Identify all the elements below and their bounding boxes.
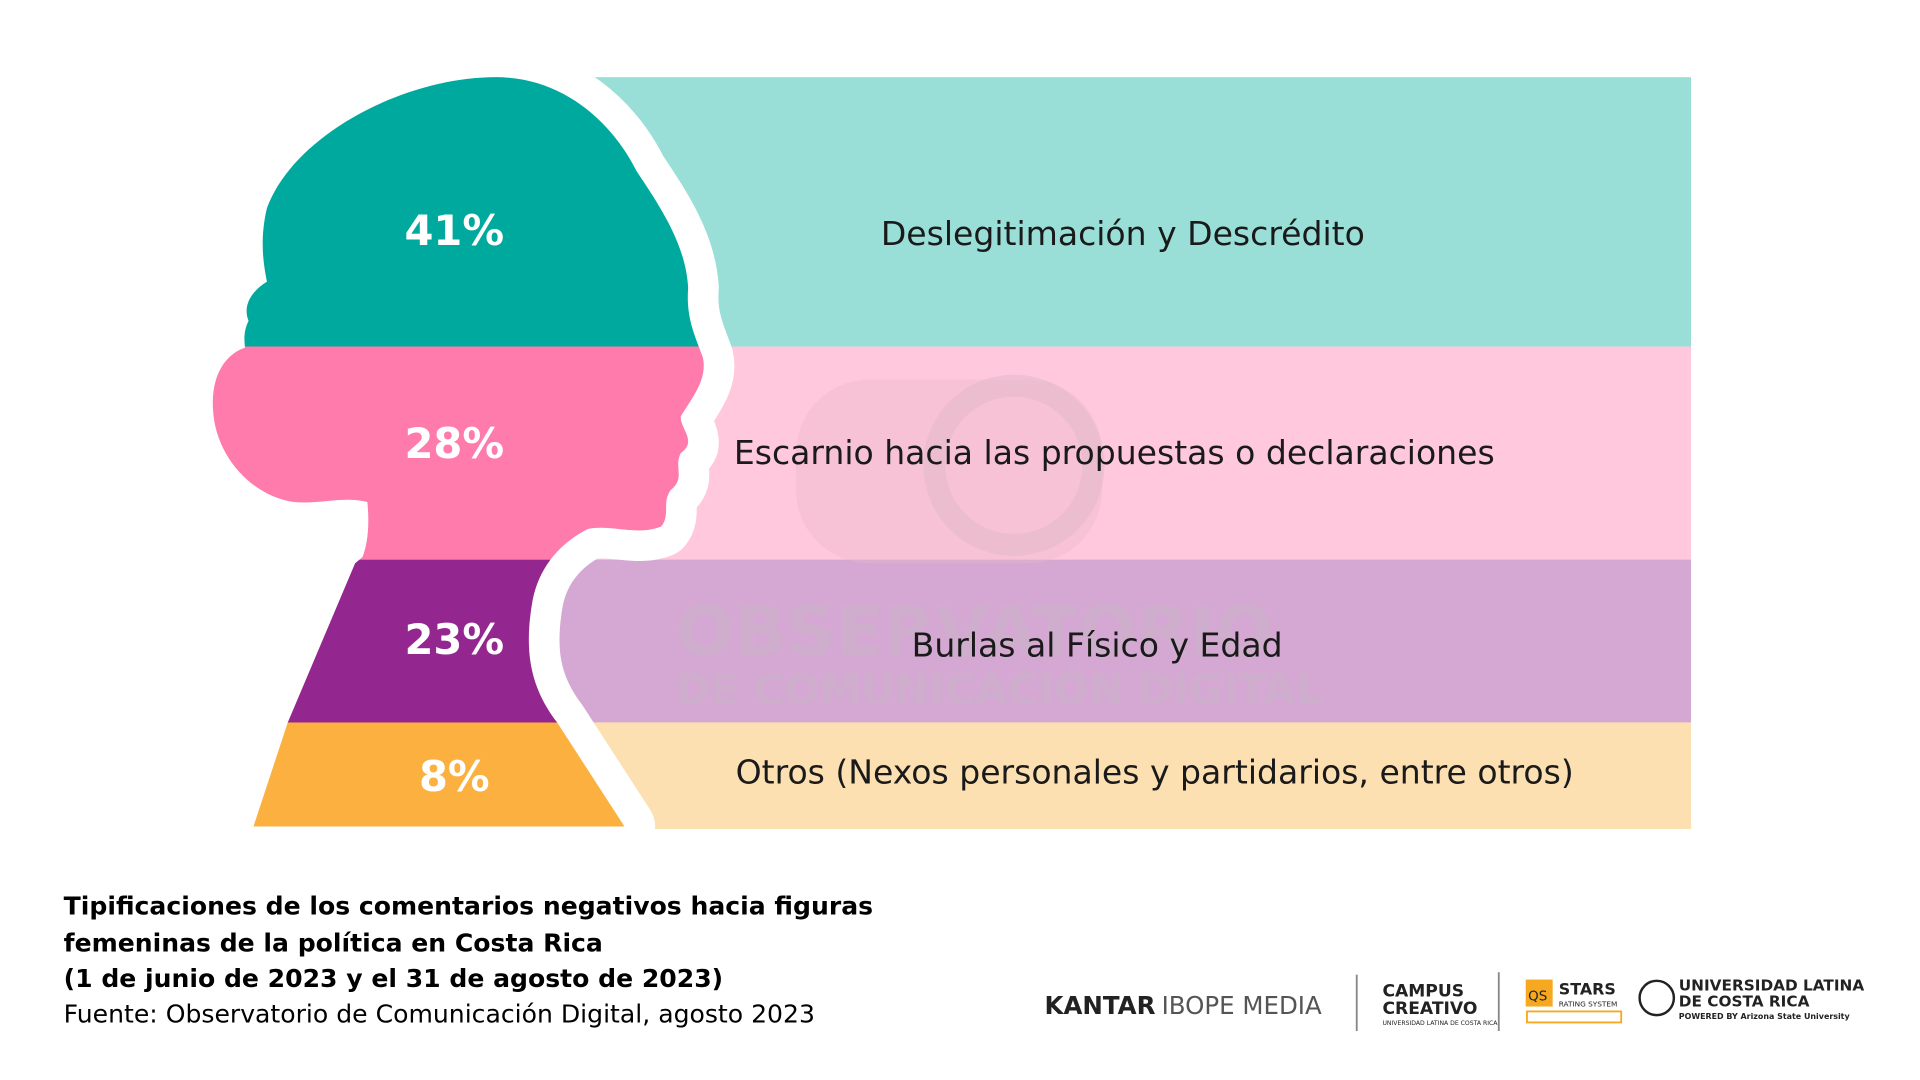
kantar-logo-bold: KANTAR bbox=[1044, 991, 1155, 1020]
qs-logo-icon bbox=[1525, 979, 1553, 1007]
watermark: OBSERVATORIO DE COMUNICACIÓN DIGITAL bbox=[676, 374, 1322, 714]
stars-logo-text: STARS bbox=[1559, 979, 1616, 998]
campus-logo-sub: UNIVERSIDAD LATINA DE COSTA RICA bbox=[1382, 1020, 1498, 1027]
watermark-line2: DE COMUNICACIÓN DIGITAL bbox=[676, 665, 1322, 714]
caption: Tipificaciones de los comentarios negati… bbox=[64, 892, 873, 1029]
ulatina-logo-1: UNIVERSIDAD LATINA bbox=[1679, 977, 1865, 995]
ulatina-logo-sub: POWERED BY Arizona State University bbox=[1679, 1012, 1851, 1021]
kantar-logo-light: IBOPE MEDIA bbox=[1162, 991, 1322, 1020]
caption-title-3: (1 de junio de 2023 y el 31 de agosto de… bbox=[64, 964, 723, 993]
caption-source: Fuente: Observatorio de Comunicación Dig… bbox=[64, 999, 815, 1028]
band-2 bbox=[514, 559, 1692, 723]
value-label: 8% bbox=[419, 752, 490, 801]
category-label: Otros (Nexos personales y partidarios, e… bbox=[736, 753, 1574, 792]
stars-logo-sub: RATING SYSTEM bbox=[1559, 1000, 1618, 1009]
category-label: Burlas al Físico y Edad bbox=[912, 625, 1283, 664]
ulatina-logo-2: DE COSTA RICA bbox=[1679, 993, 1810, 1011]
globe-icon bbox=[1638, 979, 1676, 1017]
value-label: 28% bbox=[404, 419, 504, 468]
campus-logo-1: CAMPUS bbox=[1382, 982, 1464, 1002]
category-label: Escarnio hacia las propuestas o declarac… bbox=[734, 433, 1495, 472]
band-3 bbox=[514, 722, 1692, 829]
value-label: 41% bbox=[404, 206, 504, 255]
value-label: 23% bbox=[404, 615, 504, 664]
logos: KANTAR IBOPE MEDIA CAMPUS CREATIVO UNIVER… bbox=[1044, 972, 1865, 1032]
stars-rating-icon bbox=[1526, 1010, 1623, 1024]
caption-title-2: femeninas de la política en Costa Rica bbox=[64, 928, 603, 957]
category-label: Deslegitimación y Descrédito bbox=[881, 214, 1365, 253]
caption-title-1: Tipificaciones de los comentarios negati… bbox=[64, 892, 873, 921]
campus-logo-2: CREATIVO bbox=[1382, 999, 1477, 1019]
watermark-line1: OBSERVATORIO bbox=[676, 592, 1273, 672]
qs-logo-text: QS bbox=[1528, 989, 1547, 1004]
